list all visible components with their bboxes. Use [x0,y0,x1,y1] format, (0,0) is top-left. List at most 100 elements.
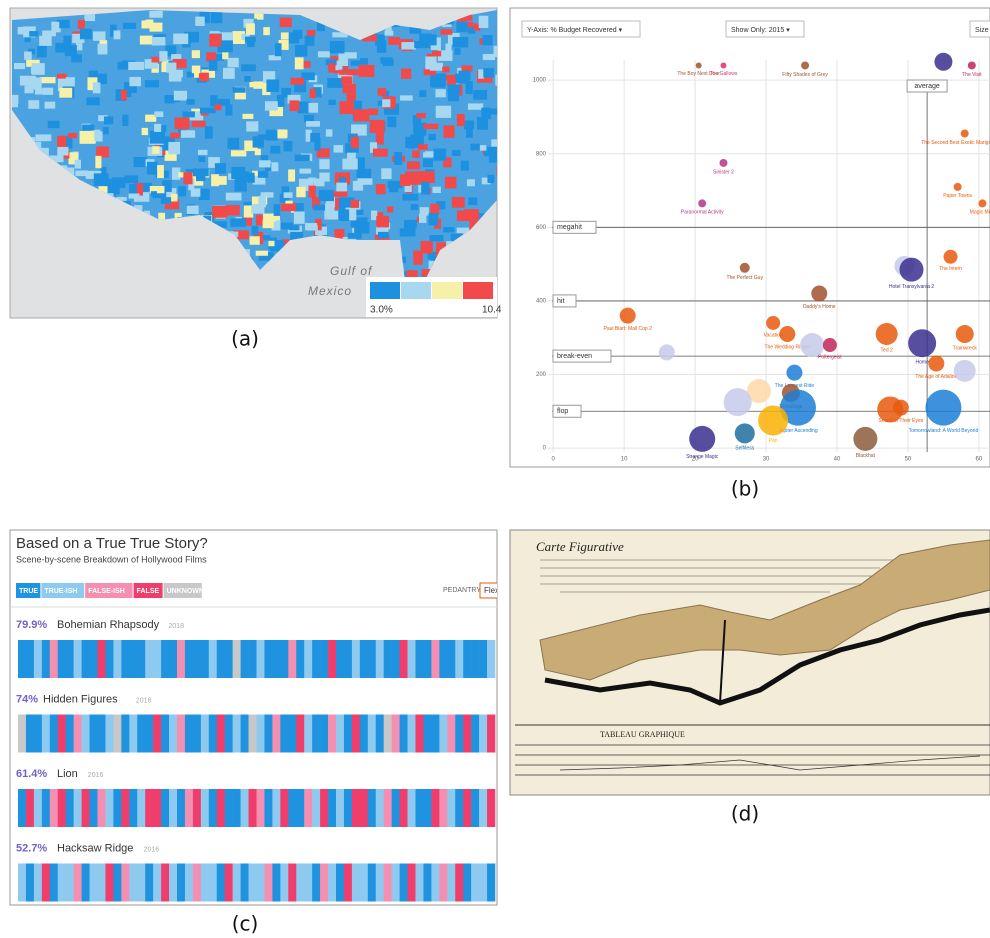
bubble[interactable] [620,308,636,324]
scene[interactable] [249,864,257,902]
scene[interactable] [423,864,431,902]
scene[interactable] [344,864,352,902]
scene[interactable] [50,640,58,678]
scene[interactable] [320,640,328,678]
scene[interactable] [408,640,416,678]
scene[interactable] [471,640,479,678]
scene[interactable] [352,715,360,753]
bubble[interactable] [689,426,715,452]
bubble[interactable] [696,62,702,68]
scene[interactable] [416,789,424,827]
bubble[interactable] [766,316,780,330]
scene[interactable] [185,715,193,753]
scene[interactable] [177,640,185,678]
scene[interactable] [336,789,344,827]
scene[interactable] [145,715,153,753]
scene[interactable] [209,789,217,827]
bubble[interactable] [801,61,809,69]
scene[interactable] [129,715,137,753]
scene[interactable] [312,789,320,827]
scene[interactable] [98,864,106,902]
scene[interactable] [280,864,288,902]
scene[interactable] [360,789,368,827]
scene[interactable] [463,640,471,678]
scene[interactable] [225,864,233,902]
scene[interactable] [145,864,153,902]
scene[interactable] [233,789,241,827]
scene[interactable] [42,715,50,753]
scene[interactable] [368,640,376,678]
legend-chip-label[interactable]: FALSE [137,588,160,595]
scene[interactable] [264,640,272,678]
scene[interactable] [105,640,113,678]
scene[interactable] [169,715,177,753]
scene[interactable] [98,715,106,753]
scene[interactable] [384,864,392,902]
scene[interactable] [368,789,376,827]
pedantry-mode[interactable]: Flex [484,586,499,595]
scene[interactable] [129,640,137,678]
scene[interactable] [66,640,74,678]
scene[interactable] [463,864,471,902]
scene[interactable] [241,715,249,753]
scene[interactable] [328,789,336,827]
scene[interactable] [439,864,447,902]
scene[interactable] [137,864,145,902]
scene[interactable] [145,640,153,678]
scene[interactable] [257,789,265,827]
scene[interactable] [328,715,336,753]
scene[interactable] [249,715,257,753]
scene[interactable] [153,715,161,753]
scene[interactable] [423,640,431,678]
scene[interactable] [304,789,312,827]
scene[interactable] [42,640,50,678]
scene[interactable] [26,715,34,753]
scene[interactable] [336,640,344,678]
bubble[interactable] [779,326,795,342]
scene[interactable] [50,864,58,902]
scene[interactable] [360,715,368,753]
scene[interactable] [423,715,431,753]
scene[interactable] [169,864,177,902]
scene[interactable] [368,864,376,902]
scene[interactable] [34,640,42,678]
scene[interactable] [209,864,217,902]
scene[interactable] [288,640,296,678]
scene[interactable] [328,640,336,678]
scene[interactable] [121,789,129,827]
bubble[interactable] [954,360,976,382]
scene[interactable] [58,640,66,678]
scene[interactable] [82,640,90,678]
scene[interactable] [479,864,487,902]
scene[interactable] [58,789,66,827]
scene[interactable] [26,640,34,678]
scene[interactable] [408,864,416,902]
scene[interactable] [455,864,463,902]
bubble[interactable] [968,61,976,69]
scene[interactable] [121,715,129,753]
scene[interactable] [360,640,368,678]
scene[interactable] [376,864,384,902]
legend-chip-label[interactable]: FALSE-ISH [88,588,125,595]
bubble[interactable] [900,258,924,282]
scene[interactable] [137,789,145,827]
scene[interactable] [447,789,455,827]
scene[interactable] [66,715,74,753]
bubble[interactable] [758,405,788,435]
scene[interactable] [137,640,145,678]
scene[interactable] [98,789,106,827]
scene[interactable] [471,789,479,827]
scene[interactable] [471,864,479,902]
scene[interactable] [352,789,360,827]
legend-chip-label[interactable]: UNKNOWN [167,588,204,595]
scene[interactable] [400,864,408,902]
scene[interactable] [193,789,201,827]
scene[interactable] [42,789,50,827]
scene[interactable] [416,864,424,902]
control[interactable]: Y-Axis: % Budget Recovered ▾ [527,27,623,34]
scene[interactable] [360,864,368,902]
scene[interactable] [18,789,26,827]
scene[interactable] [376,715,384,753]
scene[interactable] [304,715,312,753]
scene[interactable] [487,715,495,753]
